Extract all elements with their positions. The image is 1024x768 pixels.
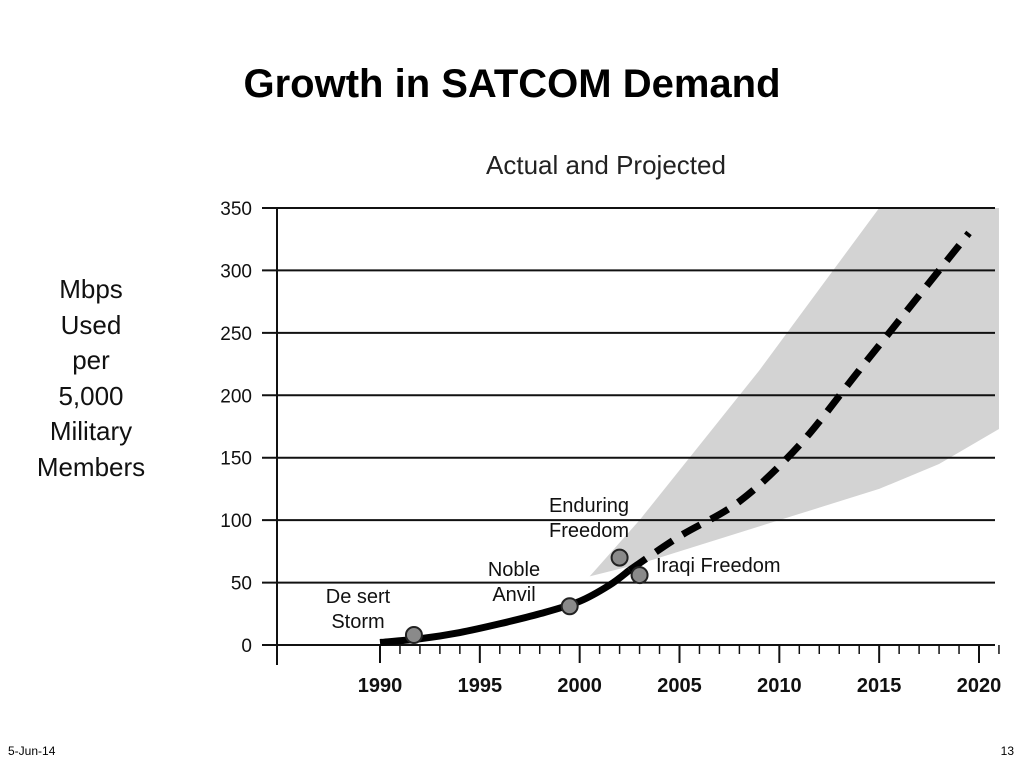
x-tick-label: 1995 [458, 675, 503, 697]
event-marker [610, 548, 629, 567]
page-number: 13 [1000, 744, 1014, 758]
x-tick-label: 2015 [857, 675, 902, 697]
x-tick-label: 2000 [557, 675, 602, 697]
y-axis-label-line: per [72, 345, 110, 375]
event-marker [630, 566, 649, 585]
y-tick-label: 200 [220, 386, 252, 407]
x-tick-label: 2010 [757, 675, 802, 697]
event-label: Anvil [492, 584, 535, 606]
event-label: Iraqi Freedom [656, 555, 781, 577]
y-tick-label: 150 [220, 449, 252, 470]
event-label: Enduring [549, 495, 629, 517]
satcom-demand-chart: 0 50 100 150 200 250 300 350 1990 1995 2000 2005 201… [220, 199, 1002, 697]
projection-band [589, 208, 999, 577]
event-label: Noble [488, 559, 540, 581]
y-tick-label: 100 [220, 511, 252, 532]
event-marker [404, 626, 423, 645]
event-label: Storm [331, 611, 384, 633]
projected-line [627, 230, 972, 573]
x-tick-label: 2020 [957, 675, 1002, 697]
y-axis-label-line: Used [60, 309, 122, 340]
y-tick-label: 50 [231, 574, 252, 595]
y-axis-label-line: Mbps [59, 274, 123, 304]
actual-line [379, 567, 632, 646]
y-axis-label-line: Military [49, 416, 133, 446]
y-tick-label: 250 [220, 324, 252, 345]
event-label: Freedom [549, 520, 629, 542]
slide-title: Growth in SATCOM Demand [243, 62, 781, 106]
y-axis-label-line: 5,000 [58, 380, 124, 411]
footer-date: 5-Jun-14 [8, 744, 56, 758]
x-tick-label: 1990 [358, 675, 403, 697]
chart-title: Actual and Projected [486, 150, 726, 180]
x-tick-label: 2005 [657, 675, 702, 697]
y-axis-label: Mbps Used per 5,000 Military Members [20, 272, 162, 485]
y-tick-label: 0 [241, 636, 252, 657]
y-axis-label-line: Members [36, 451, 146, 482]
event-label: De sert [326, 586, 391, 608]
y-tick-label: 300 [220, 261, 252, 282]
event-marker [560, 597, 579, 616]
y-tick-label: 350 [220, 199, 252, 220]
